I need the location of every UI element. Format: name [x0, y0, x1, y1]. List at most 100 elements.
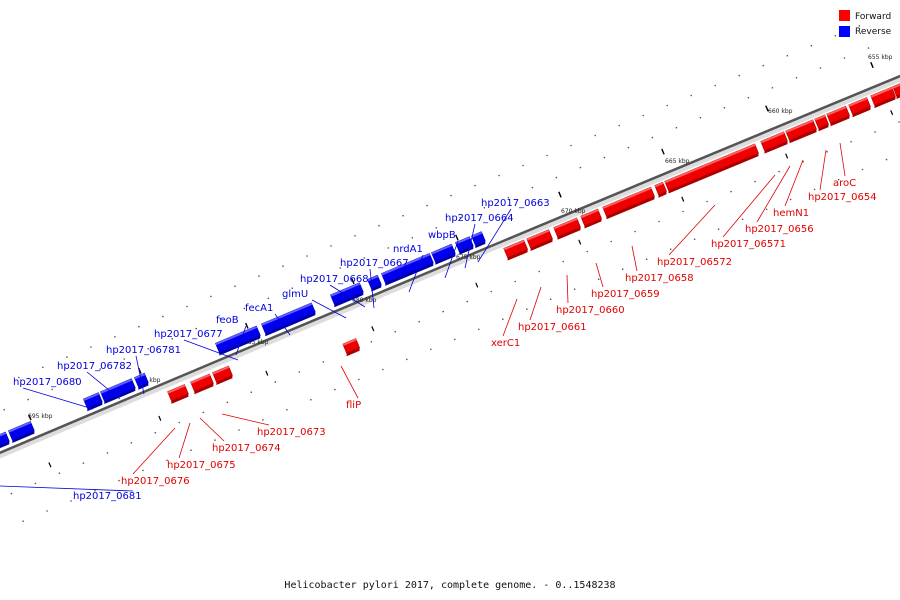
scale-tick-inner — [371, 326, 375, 332]
guide-dot — [226, 401, 229, 404]
gene-label-hp2017-0663[interactable]: hp2017_0663 — [481, 198, 550, 209]
guide-dot — [562, 260, 564, 263]
guide-dot — [291, 287, 294, 290]
guide-dot — [526, 308, 528, 311]
guide-dot — [27, 398, 30, 401]
guide-dot — [250, 391, 253, 394]
guide-dot — [786, 54, 789, 57]
gene-block-shadow — [475, 240, 486, 249]
gene-block-shadow — [507, 249, 528, 261]
guide-dot — [594, 134, 596, 137]
gene-block-highlight — [261, 302, 313, 326]
gene-label-hp2017-0674[interactable]: hp2017_0674 — [212, 443, 281, 454]
gene-block-highlight — [654, 182, 664, 188]
guide-dot — [210, 295, 212, 298]
guide-dot — [70, 500, 72, 502]
gene-label-hp2017-0676[interactable]: hp2017_0676 — [121, 476, 190, 487]
gene-label-feob[interactable]: feoB — [216, 315, 239, 326]
gene-label-nrda1[interactable]: nrdA1 — [393, 244, 423, 255]
guide-dot — [466, 300, 469, 303]
scale-tick-label: 685 kbp — [244, 339, 269, 346]
gene-leader-line — [340, 365, 359, 399]
gene-label-hp2017-0680[interactable]: hp2017_0680 — [13, 377, 82, 388]
gene-leader-line — [274, 313, 291, 336]
gene-block-shadow — [194, 383, 214, 395]
gene-block-forward[interactable] — [212, 365, 233, 383]
guide-dot — [46, 510, 48, 512]
gene-block-shadow — [371, 284, 382, 292]
gene-label-xerc1[interactable]: xerC1 — [491, 338, 520, 349]
gene-label-feca1[interactable]: fecA1 — [245, 303, 273, 314]
gene-label-hp2017-0677[interactable]: hp2017_0677 — [154, 329, 223, 340]
guide-dot — [22, 520, 24, 522]
guide-dot — [474, 184, 476, 187]
guide-dot — [430, 348, 432, 351]
guide-dot — [483, 206, 486, 209]
legend: Forward Reverse — [839, 10, 892, 37]
guide-dot — [747, 96, 750, 99]
gene-label-hp2017-0668[interactable]: hp2017_0668 — [300, 274, 369, 285]
gene-block-highlight — [602, 187, 652, 209]
gene-label-hp2017-0673[interactable]: hp2017_0673 — [257, 427, 326, 438]
gene-label-flip[interactable]: fliP — [346, 400, 361, 411]
gene-label-hp2017-0659[interactable]: hp2017_0659 — [591, 289, 660, 300]
guide-dot — [531, 186, 534, 189]
guide-dot — [874, 131, 876, 133]
gene-leader-line — [595, 262, 604, 288]
gene-label-hp2017-06571[interactable]: hp2017_06571 — [711, 239, 786, 250]
scale-tick-label: 680 kbp — [352, 297, 377, 304]
guide-dot — [478, 328, 480, 331]
gene-label-hp2017-0661[interactable]: hp2017_0661 — [518, 322, 587, 333]
gene-block-highlight — [455, 236, 471, 245]
guide-dot — [370, 341, 373, 343]
gene-label-hp2017-0656[interactable]: hp2017_0656 — [745, 224, 814, 235]
guide-dot — [106, 452, 109, 454]
gene-block-shadow — [216, 375, 233, 385]
gene-block-highlight — [814, 114, 826, 121]
guide-dot — [699, 116, 702, 119]
guide-dot — [10, 492, 13, 495]
guide-dot — [298, 371, 301, 373]
gene-label-hemn1[interactable]: hemN1 — [773, 208, 809, 219]
gene-label-hp2017-0664[interactable]: hp2017_0664 — [445, 213, 514, 224]
scale-tick-label: 675 kbp — [456, 254, 481, 261]
gene-block-shadow — [530, 238, 553, 251]
guide-dot — [363, 257, 366, 259]
gene-leader-line — [311, 299, 347, 319]
gene-leader-line — [477, 208, 512, 263]
gene-label-hp2017-0675[interactable]: hp2017_0675 — [167, 460, 236, 471]
guide-dot — [82, 462, 85, 464]
scale-tick-label: 695 kbp — [28, 413, 53, 420]
guide-dot — [94, 489, 96, 492]
genome-caption: Helicobacter pylori 2017, complete genom… — [284, 580, 615, 591]
gene-label-aroc[interactable]: aroC — [833, 178, 856, 189]
gene-block-highlight — [503, 240, 525, 251]
guide-dot — [306, 255, 308, 257]
gene-block-shadow — [171, 393, 189, 404]
guide-dot — [573, 288, 576, 291]
scale-tick — [558, 191, 562, 198]
guide-dot — [202, 411, 205, 414]
gene-label-hp2017-0681[interactable]: hp2017_0681 — [73, 491, 142, 502]
guide-dot — [138, 325, 140, 328]
gene-label-wbpb[interactable]: wbpB — [428, 230, 456, 241]
gene-label-hp2017-06782[interactable]: hp2017_06782 — [57, 361, 132, 372]
gene-label-hp2017-0667[interactable]: hp2017_0667 — [340, 258, 409, 269]
guide-dot — [706, 200, 708, 203]
gene-label-hp2017-06572[interactable]: hp2017_06572 — [657, 257, 732, 268]
gene-block-forward[interactable] — [167, 384, 189, 402]
gene-label-hp2017-0658[interactable]: hp2017_0658 — [625, 273, 694, 284]
scale-tick-label: 655 kbp — [868, 54, 893, 61]
guide-dot — [459, 216, 462, 219]
gene-label-hp2017-06781[interactable]: hp2017_06781 — [106, 345, 181, 356]
gene-block-highlight — [760, 131, 785, 144]
legend-swatch-forward — [839, 10, 850, 21]
gene-label-glmu[interactable]: glmU — [282, 289, 308, 300]
gene-leader-line — [839, 142, 846, 177]
guide-dot — [402, 214, 404, 217]
gene-label-hp2017-0660[interactable]: hp2017_0660 — [556, 305, 625, 316]
gene-block-shadow — [265, 312, 316, 337]
gene-label-hp2017-0654[interactable]: hp2017_0654 — [808, 192, 877, 203]
gene-block-highlight — [870, 87, 893, 98]
